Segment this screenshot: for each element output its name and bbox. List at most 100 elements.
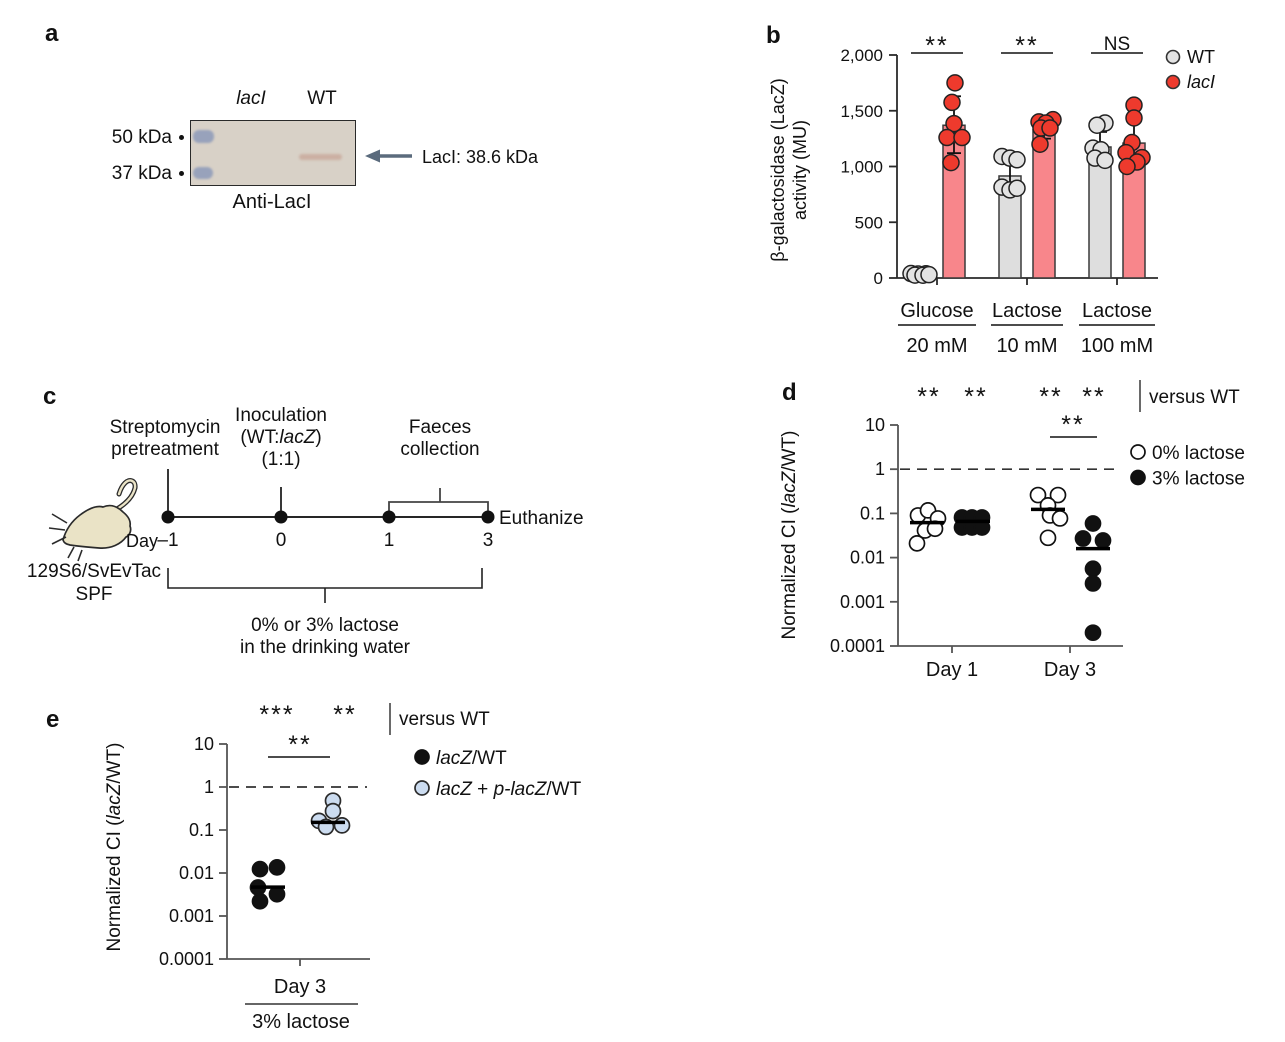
- mouse-strain-label: 129S6/SvEvTac SPF: [26, 561, 162, 606]
- x-category-label: Day 3: [274, 976, 326, 998]
- data-point-WT: [1096, 151, 1114, 170]
- data-point-WT: [1008, 151, 1026, 169]
- panel-d-letter: d: [782, 379, 797, 406]
- significance-label: ***: [259, 701, 294, 729]
- legend-label: 3% lactose: [1152, 469, 1245, 490]
- event-inoculation: Inoculation (WT:lacZ) (1:1): [235, 405, 327, 470]
- significance-label: **: [1082, 383, 1105, 411]
- x-category-label: Day 3: [1044, 659, 1096, 681]
- significance-label: **: [925, 32, 948, 60]
- legend-swatch: [414, 749, 430, 765]
- data-point: [1084, 560, 1102, 578]
- versus-label: versus WT: [1149, 387, 1240, 408]
- significance-label: **: [917, 383, 940, 411]
- data-point: [324, 802, 342, 820]
- x-concentration-label: 100 mM: [1081, 335, 1153, 357]
- data-point: [1084, 575, 1102, 592]
- mouse-whiskers: [48, 513, 83, 562]
- legend-swatch: [1130, 469, 1146, 486]
- blot-lane-label-wt: WT: [307, 88, 337, 109]
- data-point-lacI: [1118, 157, 1136, 176]
- data-point: [333, 817, 351, 834]
- blot-caption: Anti-LacI: [232, 191, 312, 213]
- band-annotation: LacI: 38.6 kDa: [422, 147, 539, 167]
- y-tick-label: 0.0001: [830, 636, 885, 656]
- scatter-chart-competitive-index-e: 10 1 0.1 0.01 0.001 0.0001 Normalized CI (lacZ…: [104, 701, 582, 1033]
- data-point: [268, 885, 286, 903]
- blot-marker-dot: [179, 135, 184, 140]
- timeline-graphics: [48, 469, 495, 603]
- y-axis-title-line2: activity (MU): [790, 120, 810, 220]
- y-tick-label: 0.001: [840, 592, 885, 612]
- legend-label: 0% lactose: [1152, 443, 1245, 464]
- data-point: [1051, 510, 1069, 527]
- data-point: [1084, 624, 1102, 642]
- y-axis-title: Normalized CI (lacZ/WT): [104, 742, 125, 951]
- legend-label-laci: lacI: [1187, 72, 1215, 92]
- significance-label: **: [333, 701, 356, 729]
- y-tick-label: 0.1: [860, 503, 885, 523]
- data-point-lacI: [1125, 109, 1143, 127]
- y-tick-label: 10: [194, 734, 214, 754]
- y-tick-label: 0.01: [850, 548, 885, 568]
- scatter-chart-competitive-index-d: 10 1 0.1 0.01 0.001 0.0001 Normalized CI (lacZ…: [779, 380, 1245, 681]
- ladder-band-50kda: [193, 130, 214, 143]
- legend-label: lacZ + p-lacZ/WT: [436, 779, 582, 800]
- legend-swatch-wt: [1165, 49, 1181, 65]
- y-tick-label: 0.0001: [159, 949, 214, 969]
- x-category-label: Lactose: [1082, 300, 1152, 322]
- western-blot-image: [190, 120, 356, 186]
- event-faeces: Faeces collection: [400, 417, 480, 460]
- significance-label: **: [964, 383, 987, 411]
- data-point-lacI: [945, 114, 963, 133]
- x-concentration-label: 10 mM: [996, 335, 1057, 357]
- x-sub-label: 3% lactose: [252, 1011, 350, 1033]
- day-axis-label: Day: [126, 531, 159, 551]
- bracket-significance: **: [1061, 411, 1084, 439]
- y-tick-label: 10: [865, 415, 885, 435]
- x-category-label: Lactose: [992, 300, 1062, 322]
- x-category-label: Day 1: [926, 659, 978, 681]
- data-point-WT: [1088, 116, 1106, 134]
- data-point: [1049, 486, 1067, 504]
- significance-label: **: [1015, 32, 1038, 60]
- panel-b-letter: b: [766, 22, 781, 49]
- y-tick-label: 1,000: [840, 158, 883, 177]
- water-bracket: [167, 568, 483, 589]
- timeline-dot-day1: [382, 510, 396, 524]
- data-point-lacI: [946, 74, 964, 92]
- data-point-lacI: [942, 153, 960, 172]
- legend-swatch: [414, 780, 430, 796]
- blot-marker-50kda: 50 kDa: [111, 127, 172, 148]
- ladder-band-37kda: [193, 167, 213, 179]
- versus-label: versus WT: [399, 709, 490, 730]
- data-point: [1074, 530, 1092, 547]
- laci-protein-band: [299, 154, 342, 160]
- y-tick-label: 1: [204, 777, 214, 797]
- blot-lane-label-lacI: lacI: [236, 88, 266, 109]
- y-tick-label: 0.001: [169, 906, 214, 926]
- data-point-WT: [1008, 179, 1026, 197]
- timeline-dot-day-minus1: [161, 510, 175, 524]
- timeline-dot-day0: [274, 510, 288, 524]
- timeline-diagram: Streptomycin pretreatment Inoculation (W…: [26, 375, 730, 675]
- data-point-lacI: [1041, 119, 1059, 137]
- data-point: [251, 860, 269, 878]
- bar-chart-beta-galactosidase: 0 500 1,000 1,500 2,000 β-galactosidase (LacZ…: [768, 32, 1215, 357]
- mouse-icon: [48, 478, 138, 562]
- significance-label: NS: [1104, 34, 1130, 55]
- timeline-dot-day3: [481, 510, 495, 524]
- day-tick-3: 3: [482, 530, 494, 551]
- legend-label: lacZ/WT: [436, 748, 507, 769]
- data-point: [908, 535, 926, 552]
- day-tick-0: 0: [275, 530, 287, 551]
- day-tick-1: 1: [383, 530, 395, 551]
- data-point: [1094, 532, 1112, 549]
- legend-label-wt: WT: [1187, 47, 1215, 67]
- y-tick-label: 500: [855, 213, 883, 232]
- event-euthanize: Euthanize: [499, 508, 584, 529]
- faeces-bracket: [388, 501, 489, 515]
- band-arrow-icon: [365, 149, 412, 163]
- data-point: [268, 859, 286, 876]
